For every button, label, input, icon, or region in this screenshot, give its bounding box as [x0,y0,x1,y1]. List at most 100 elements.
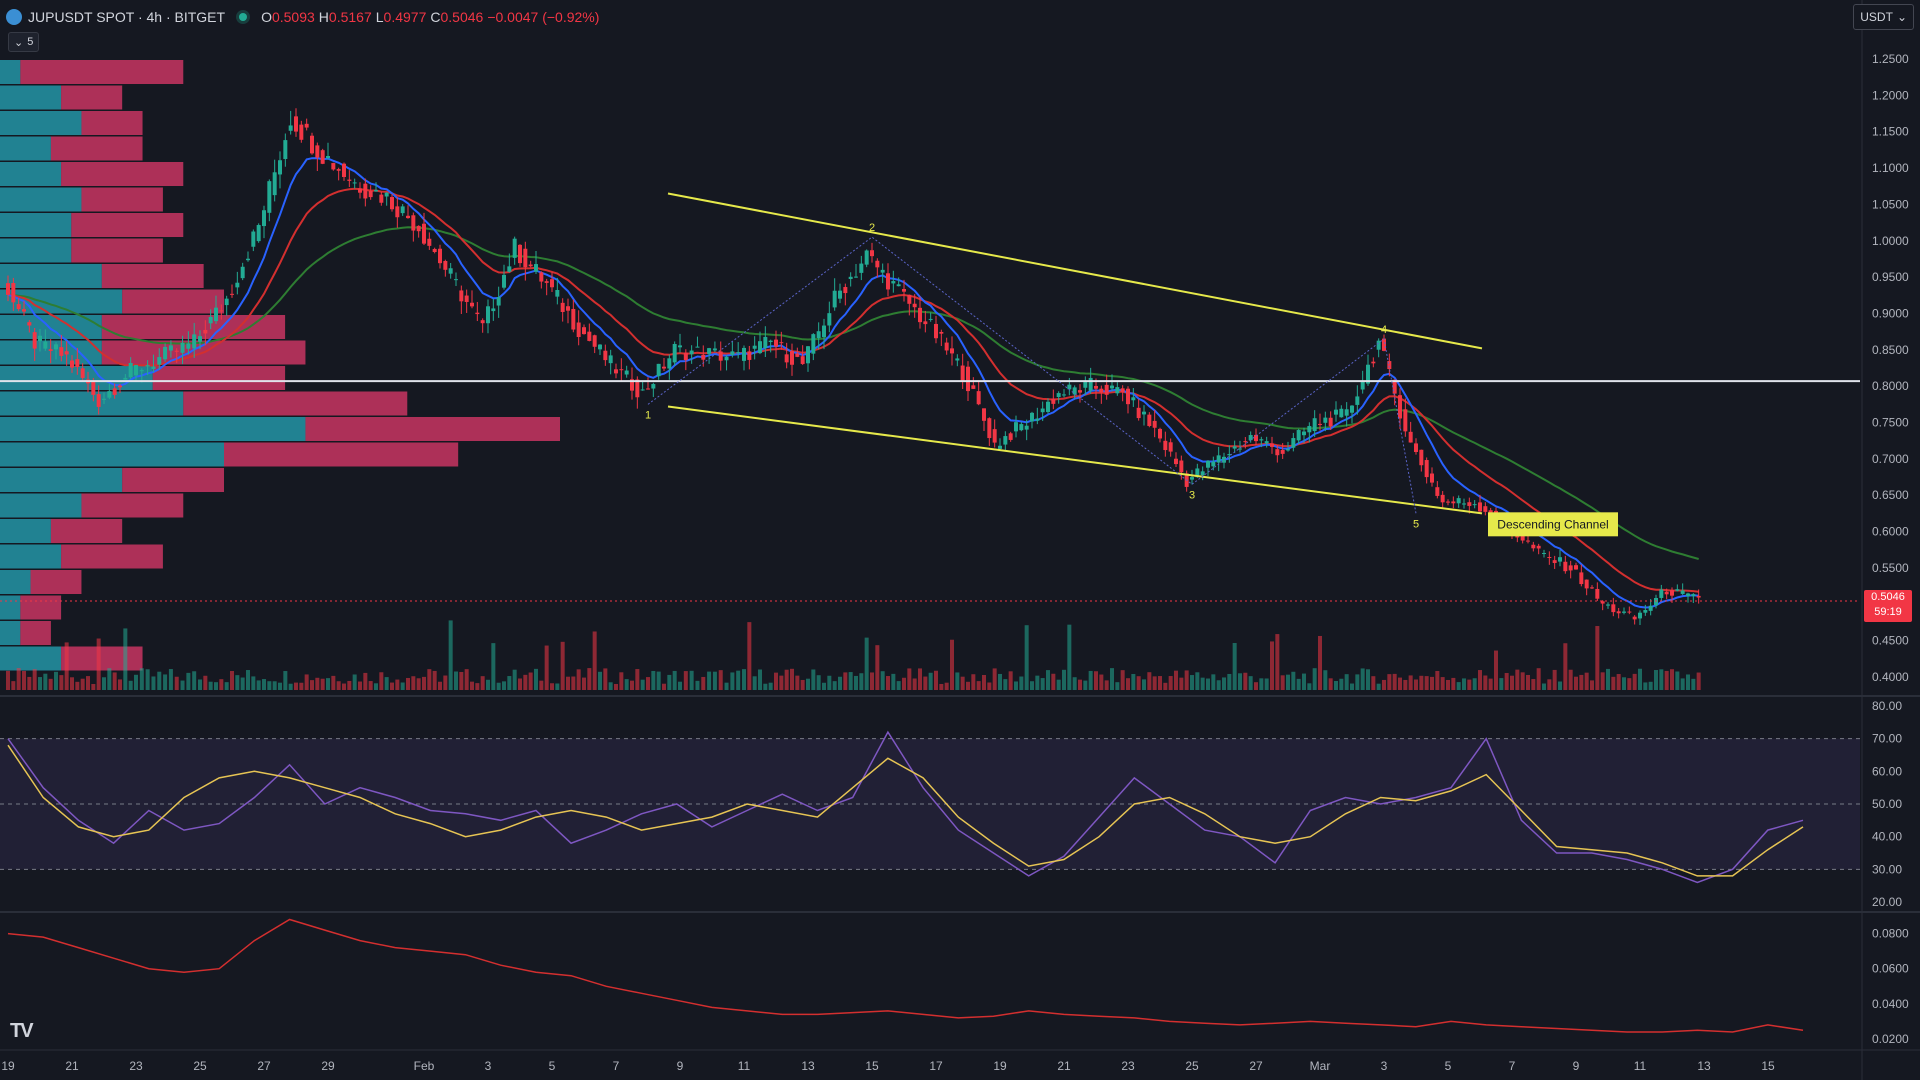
candle-body [320,150,325,164]
candle-body [960,365,965,381]
candle-body [123,377,128,380]
volume-bar [288,683,293,690]
volume-profile-bar-up [0,417,306,441]
volume-bar [747,622,752,690]
volume-bar [1392,673,1397,690]
time-axis-tick-label: 3 [485,1059,492,1073]
volume-bar [1360,668,1365,690]
volume-profile-bar-up [0,391,184,416]
volume-profile-bar-up [0,544,62,569]
volume-bar [1067,624,1072,690]
indicators-toggle-button[interactable]: ⌄ 5 [8,32,40,52]
volume-bar [443,675,448,690]
volume-bar [1035,675,1040,690]
volume-bar [1078,679,1082,690]
volume-bar [635,669,640,690]
volume-bar [1638,668,1642,690]
candle-body [635,379,640,398]
candle-body [363,183,368,199]
candle-body [1670,590,1674,596]
volume-profile-bar-down [183,391,408,416]
volume-bar [550,683,554,690]
candle-body [880,269,885,273]
rsi-axis-tick-label: 40.00 [1872,830,1902,844]
volume-bar [1552,669,1557,690]
volume-profile-bar-up [0,264,102,288]
candle-body [1376,340,1381,350]
candle-body [1099,388,1104,393]
volume-bar [624,679,629,690]
volume-bar [11,681,16,690]
candle-body [816,331,821,339]
volume-bar [880,671,885,690]
osc-line [7,918,1804,1033]
volume-bar [1675,671,1680,690]
volume-bar [1147,672,1152,690]
tradingview-logo-icon[interactable]: TV [10,1020,34,1042]
candle-body [438,248,442,264]
candle-body [550,279,554,288]
volume-bar [672,670,677,690]
candle-body [1195,468,1200,478]
symbol-logo-icon [6,9,22,25]
volume-bar [712,671,717,690]
volume-bar [987,682,992,690]
volume-bar [512,669,517,690]
candle-body [454,279,458,281]
volume-bar [1403,679,1408,690]
volume-bar [464,669,469,690]
volume-bar [1136,676,1141,690]
volume-bar [91,683,96,690]
currency-select[interactable]: USDT ⌄ [1853,4,1914,30]
candle-body [1536,545,1541,549]
candle-body [1419,449,1424,466]
candle-body [678,345,682,348]
candle-body [491,308,496,312]
price-axis-tick-label: 0.4500 [1872,634,1909,648]
candle-body [1136,407,1141,419]
currency-label: USDT [1860,10,1893,24]
volume-bar [192,671,197,690]
time-axis-tick-label: 23 [129,1059,143,1073]
volume-bar [800,679,805,690]
channel-lower-line [667,405,1483,515]
volume-profile-bar-up [0,646,62,671]
volume-bar [955,672,960,690]
price-axis-tick-label: 0.5500 [1872,561,1909,575]
candle-body [912,303,917,308]
candle-body [1328,417,1333,427]
volume-bar [59,675,64,690]
symbol-title[interactable]: JUPUSDT SPOT · 4h · BITGET [28,9,226,25]
volume-profile-bar-down [71,213,184,237]
price-axis-tick-label: 1.2500 [1872,52,1909,66]
volume-bar [1424,676,1429,690]
volume-bar [1174,670,1178,690]
time-axis-tick-label: 5 [549,1059,556,1073]
candle-body [1280,450,1285,454]
candle-body [272,172,277,196]
volume-profile-bar-down [122,289,224,314]
volume-bar [640,679,645,690]
time-axis-tick-label: 9 [1573,1059,1580,1073]
volume-bar [1259,678,1264,690]
market-status-icon [239,13,248,21]
candle-body [411,215,416,231]
volume-bar [336,681,341,690]
candle-body [832,290,837,308]
candle-body [256,225,261,242]
volume-bar [272,681,277,690]
volume-bar [134,674,138,690]
volume-bar [1152,676,1157,690]
volume-bar [186,672,191,690]
volume-bar [1158,676,1162,690]
candle-body [939,331,944,334]
candle-body [427,238,432,246]
channel-annotation-label: Descending Channel [1497,517,1608,531]
volume-bar [1184,670,1189,690]
candle-body [1435,487,1440,496]
candle-body [619,369,624,371]
candle-body [701,354,706,360]
volume-bar [730,672,735,690]
volume-bar [784,669,789,690]
